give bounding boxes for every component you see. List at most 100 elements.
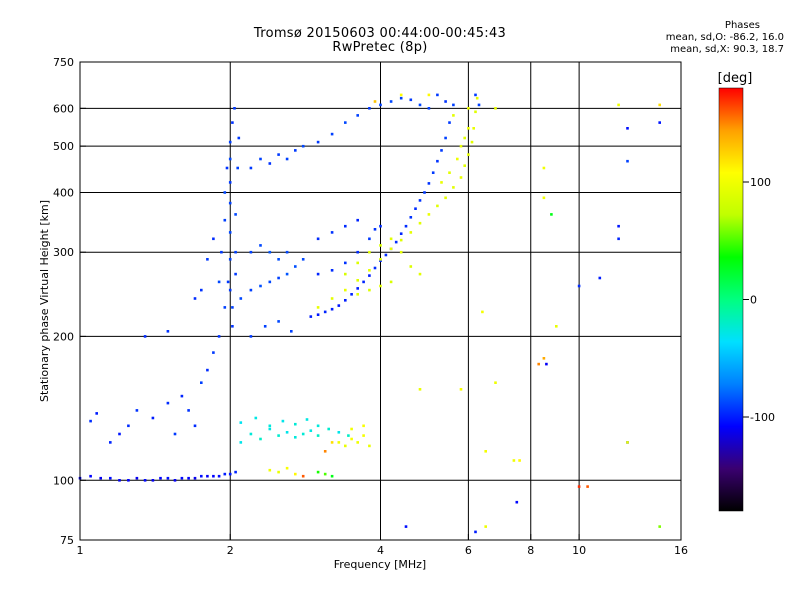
data-point (228, 231, 232, 234)
data-point (225, 166, 229, 170)
data-point (330, 297, 334, 300)
data-point (356, 261, 359, 265)
data-point (330, 132, 334, 136)
data-point (323, 472, 327, 476)
x-tick-label: 4 (377, 544, 384, 557)
data-point (206, 368, 209, 372)
data-point (518, 459, 521, 462)
data-point (228, 472, 232, 476)
data-point (368, 237, 371, 241)
data-point (542, 357, 546, 360)
data-point (316, 424, 320, 428)
data-point (404, 224, 408, 228)
data-point (515, 500, 519, 504)
data-point (414, 207, 417, 210)
data-point (427, 182, 431, 185)
data-point (379, 258, 382, 261)
data-point (180, 394, 184, 398)
data-point (598, 276, 602, 280)
data-point (362, 434, 365, 437)
data-point (285, 250, 289, 254)
data-point (418, 199, 422, 202)
data-point (658, 525, 661, 528)
x-tick-label: 10 (572, 544, 586, 557)
data-point (389, 100, 393, 103)
data-point (545, 362, 548, 366)
data-point (347, 434, 350, 437)
data-point (368, 250, 371, 254)
colorbar-ticks: 100 0 -100 (743, 176, 775, 424)
data-point (384, 253, 388, 257)
data-point (259, 157, 262, 161)
data-point (212, 237, 215, 241)
data-point (373, 266, 377, 270)
data-point (223, 472, 227, 476)
data-point (316, 272, 320, 276)
data-point (200, 474, 203, 478)
data-point (327, 427, 330, 431)
data-point (305, 418, 309, 421)
y-tick-label: 600 (53, 102, 74, 115)
data-point (206, 474, 209, 478)
data-point (180, 476, 184, 480)
data-point (277, 276, 280, 280)
data-point (212, 474, 215, 478)
colorbar-tick-label: 100 (750, 176, 771, 189)
data-point (228, 258, 232, 261)
data-point (436, 159, 439, 163)
data-point (330, 307, 334, 311)
x-axis-ticks: 1 2 4 6 8 10 16 (77, 534, 688, 557)
data-point (337, 304, 341, 307)
data-point (344, 224, 347, 228)
data-point (151, 479, 155, 482)
data-point (330, 269, 334, 272)
y-tick-label: 100 (53, 474, 74, 487)
data-point (344, 288, 347, 292)
data-point (301, 432, 305, 436)
phase-stats-x-mode: mean, sd,X: 90.3, 18.7 (670, 44, 784, 55)
data-point (344, 272, 347, 276)
data-point (470, 140, 474, 144)
data-point (467, 153, 470, 156)
data-point (463, 164, 466, 167)
data-point (436, 204, 439, 208)
y-tick-label: 400 (53, 186, 74, 199)
data-point (356, 441, 359, 444)
data-point (223, 191, 227, 194)
data-point (277, 470, 280, 474)
colorbar-tick-label: 0 (750, 294, 757, 307)
data-point (356, 293, 359, 296)
data-point (193, 476, 197, 480)
data-point (89, 419, 92, 423)
data-point (337, 441, 341, 444)
data-point (444, 100, 447, 103)
data-point (368, 269, 371, 272)
data-point (344, 299, 347, 302)
data-point (294, 472, 297, 476)
data-point (617, 224, 620, 228)
data-point (542, 196, 546, 200)
x-tick-label: 2 (227, 544, 234, 557)
data-point (254, 416, 258, 420)
data-point (452, 114, 455, 117)
data-point (440, 149, 443, 152)
data-point (173, 432, 177, 436)
colorbar (718, 87, 744, 512)
x-tick-label: 16 (674, 544, 688, 557)
data-point (368, 274, 371, 277)
data-point (444, 136, 447, 140)
data-point (418, 103, 422, 107)
data-point (249, 250, 253, 254)
data-point (228, 140, 232, 144)
data-point (294, 436, 297, 439)
phase-stats-header: Phases (724, 20, 760, 31)
data-point (249, 432, 253, 436)
data-point (263, 325, 267, 328)
data-point (368, 107, 371, 110)
y-tick-label: 750 (53, 56, 74, 69)
data-point (294, 422, 297, 426)
data-point (173, 479, 177, 482)
data-point (368, 288, 371, 292)
